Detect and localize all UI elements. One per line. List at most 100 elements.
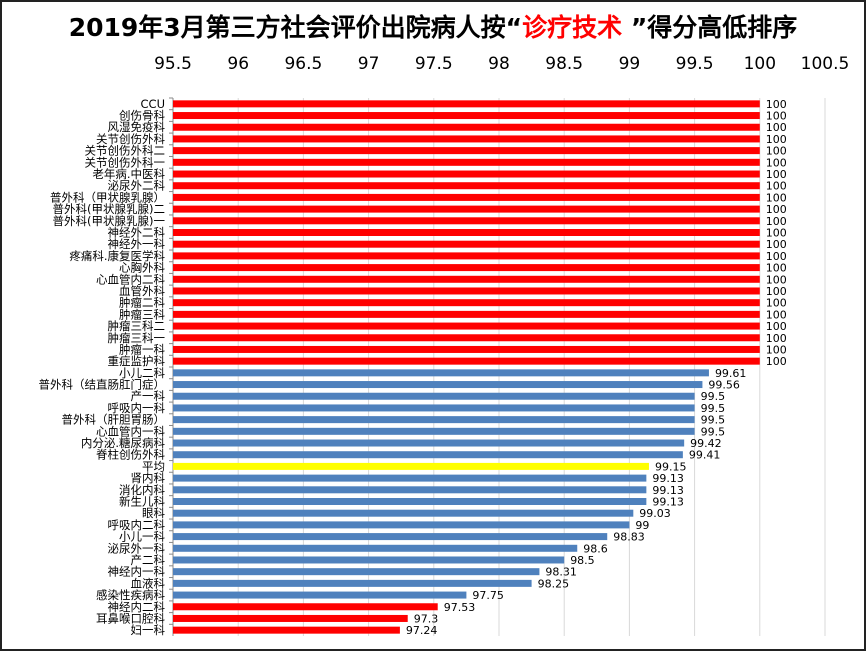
data-label: 100 xyxy=(766,110,787,123)
y-tick-label: CCU xyxy=(141,97,165,111)
data-label: 100 xyxy=(766,343,787,356)
y-tick-label: 小儿二科 xyxy=(119,366,165,380)
data-label: 99.5 xyxy=(701,402,726,415)
y-tick-label: 神经外二科 xyxy=(108,226,166,240)
x-tick-label: 100.5 xyxy=(801,54,850,74)
y-tick-label: 关节创伤外科二 xyxy=(85,144,166,158)
chart-title: 2019年3月第三方社会评价出院病人按“诊疗技术 ”得分高低排序 xyxy=(2,8,864,44)
y-tick-label: 血管外科 xyxy=(119,284,165,298)
bar xyxy=(173,544,578,552)
data-label: 100 xyxy=(766,238,787,251)
bar xyxy=(173,135,760,143)
data-label: 99.5 xyxy=(701,390,726,403)
y-tick-label: 肿瘤三科二 xyxy=(108,319,166,333)
bar xyxy=(173,299,760,307)
y-tick-label: 呼吸内二科 xyxy=(108,518,166,532)
data-label: 100 xyxy=(766,320,787,333)
bar xyxy=(173,579,532,587)
data-label: 97.75 xyxy=(472,589,504,602)
x-tick-label: 97.5 xyxy=(415,54,453,74)
x-tick-label: 98.5 xyxy=(545,54,583,74)
y-tick-label: 泌尿外二科 xyxy=(108,179,166,193)
data-label: 100 xyxy=(766,180,787,193)
bar xyxy=(173,427,695,435)
bar xyxy=(173,556,565,564)
x-tick-label: 96 xyxy=(227,54,249,74)
y-tick-label: 普外科（甲状腺乳腺） xyxy=(50,190,165,204)
y-tick-label: 呼吸内一科 xyxy=(108,401,166,415)
bar xyxy=(173,521,630,529)
data-label: 100 xyxy=(766,273,787,286)
title-highlight: 诊疗技术 xyxy=(522,13,631,42)
data-label: 99.41 xyxy=(689,449,721,462)
data-label: 99 xyxy=(635,519,649,532)
y-tick-label: 血液科 xyxy=(131,576,166,590)
y-tick-label: 神经外一科 xyxy=(108,237,166,251)
bar xyxy=(173,509,634,517)
bar xyxy=(173,474,647,482)
data-label: 99.15 xyxy=(655,460,687,473)
x-tick-label: 96.5 xyxy=(284,54,322,74)
data-label: 97.53 xyxy=(444,601,476,614)
data-label: 100 xyxy=(766,191,787,204)
y-tick-label: 重症监护科 xyxy=(108,354,166,368)
data-label: 100 xyxy=(766,215,787,228)
data-label: 100 xyxy=(766,145,787,158)
y-tick-label: 风湿免疫科 xyxy=(108,120,166,134)
y-tick-label: 普外科(甲状腺乳腺)二 xyxy=(53,202,165,216)
bar xyxy=(173,591,467,599)
y-tick-label: 平均 xyxy=(142,459,165,473)
y-tick-label: 肿瘤三科一 xyxy=(108,331,166,345)
bar xyxy=(173,462,649,470)
bar xyxy=(173,451,683,459)
bar xyxy=(173,322,760,330)
data-label: 99.13 xyxy=(652,472,684,485)
bar xyxy=(173,158,760,166)
data-label: 100 xyxy=(766,98,787,111)
bar xyxy=(173,287,760,295)
y-tick-label: 泌尿外一科 xyxy=(108,541,166,555)
y-tick-label: 心胸外科 xyxy=(119,261,165,275)
data-label: 100 xyxy=(766,262,787,275)
data-label: 99.42 xyxy=(690,437,722,450)
x-tick-label: 95.5 xyxy=(154,54,192,74)
data-label: 99.56 xyxy=(708,379,740,392)
y-tick-label: 关节创伤外科 xyxy=(96,132,165,146)
bar xyxy=(173,240,760,248)
data-label: 100 xyxy=(766,250,787,263)
data-label: 100 xyxy=(766,285,787,298)
data-label: 97.24 xyxy=(406,624,438,637)
data-label: 98.6 xyxy=(583,542,608,555)
bar xyxy=(173,170,760,178)
y-tick-label: 小儿一科 xyxy=(119,530,165,544)
bar xyxy=(173,614,408,622)
y-tick-label: 消化内科 xyxy=(119,483,165,497)
y-tick-label: 产二科 xyxy=(131,553,166,567)
x-tick-label: 100 xyxy=(744,54,776,74)
data-label: 100 xyxy=(766,355,787,368)
bar xyxy=(173,123,760,131)
y-tick-label: 新生儿科 xyxy=(119,495,165,509)
data-label: 98.31 xyxy=(545,566,577,579)
data-label: 99.13 xyxy=(652,496,684,509)
bar xyxy=(173,626,400,634)
bar xyxy=(173,252,760,260)
y-tick-label: 普外科（结直肠肛门症） xyxy=(39,378,166,392)
data-label: 99.5 xyxy=(701,414,726,427)
y-tick-label: 普外科（肝胆胃肠） xyxy=(62,413,166,427)
data-label: 99.03 xyxy=(639,507,671,520)
bar xyxy=(173,310,760,318)
data-label: 100 xyxy=(766,297,787,310)
x-tick-label: 98 xyxy=(488,54,510,74)
y-tick-label: 疼痛科.康复医学科 xyxy=(69,249,165,263)
data-label: 100 xyxy=(766,133,787,146)
bar xyxy=(173,217,760,225)
bar xyxy=(173,369,709,377)
bar xyxy=(173,533,608,541)
x-tick-label: 97 xyxy=(358,54,380,74)
bar xyxy=(173,275,760,283)
data-label: 100 xyxy=(766,308,787,321)
data-label: 99.61 xyxy=(715,367,747,380)
bar xyxy=(173,404,695,412)
